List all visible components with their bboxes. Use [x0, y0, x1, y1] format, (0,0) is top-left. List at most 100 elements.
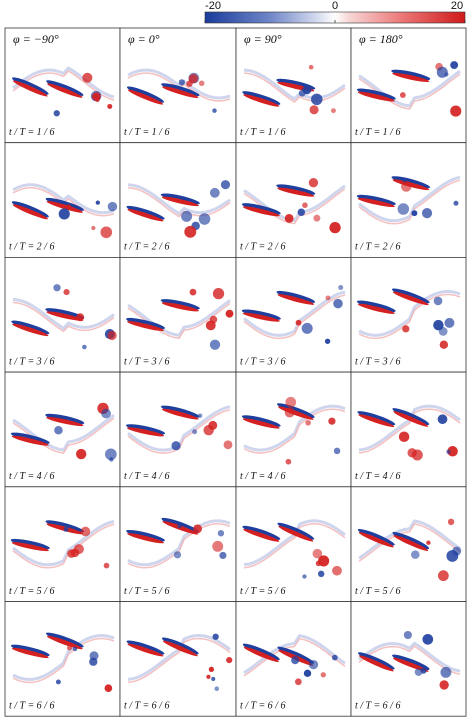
vortex: [333, 298, 343, 309]
plate-lower: [162, 86, 199, 99]
vortex: [217, 530, 225, 537]
vortex: [328, 417, 336, 425]
vortex: [91, 225, 96, 231]
vortex: [173, 551, 182, 559]
wake: [12, 637, 115, 684]
vortex: [223, 440, 233, 450]
plate-lower: [46, 201, 84, 213]
plate-upper: [46, 80, 84, 96]
vortex: [309, 105, 319, 115]
vortex: [452, 546, 462, 556]
wake: [12, 519, 115, 567]
vortex: [100, 226, 113, 239]
vortex: [92, 92, 101, 101]
vortex: [208, 420, 218, 430]
vortex: [70, 548, 80, 558]
plate-lower: [393, 411, 429, 427]
plate-lower: [392, 291, 429, 306]
plate-upper: [241, 309, 281, 320]
vortex: [171, 441, 181, 451]
vortex: [105, 448, 117, 461]
wake: [127, 299, 231, 337]
wake: [243, 523, 346, 569]
panel-label: t / T = 5 / 6: [240, 586, 285, 597]
colorbar-tick-label: 20: [451, 0, 463, 12]
panel-label: t / T = 6 / 6: [124, 700, 169, 711]
plate-lower: [11, 542, 49, 552]
vortex: [329, 221, 341, 234]
plate-lower: [392, 72, 430, 82]
plate-upper: [126, 205, 165, 220]
plate-upper: [160, 299, 200, 310]
flow-field: [11, 284, 117, 350]
panel-label: t / T = 5 / 6: [124, 586, 169, 597]
vortex: [219, 551, 227, 560]
flow-field: [126, 180, 231, 238]
vortex: [193, 524, 202, 534]
plate-upper: [391, 176, 431, 189]
flow-field: [11, 66, 115, 117]
wake: [12, 634, 115, 682]
plate-lower: [243, 94, 280, 107]
panel-label: t / T = 1 / 6: [355, 127, 400, 138]
vortex: [320, 672, 326, 678]
panel-label: t / T = 5 / 6: [9, 586, 54, 597]
vortex: [285, 458, 292, 465]
vortex: [198, 213, 211, 225]
vortex: [324, 338, 331, 344]
plate-upper: [276, 403, 315, 418]
vortex: [311, 93, 323, 106]
vortex: [198, 80, 205, 87]
plate-upper: [11, 77, 49, 95]
vortex: [284, 407, 295, 418]
vortex: [332, 565, 342, 576]
vortex: [297, 208, 306, 216]
plate-lower: [357, 303, 395, 314]
wake: [12, 301, 115, 333]
wake: [127, 183, 231, 216]
wake: [243, 634, 346, 675]
vortex: [214, 686, 220, 692]
plate-upper: [277, 646, 315, 664]
column-header: φ = 180°: [359, 32, 403, 46]
plate-lower: [46, 635, 83, 650]
panel-label: t / T = 4 / 6: [9, 471, 54, 482]
panel-label: t / T = 1 / 6: [124, 127, 169, 138]
vortex: [192, 429, 198, 435]
plate-upper: [241, 203, 281, 215]
vortex: [189, 288, 197, 296]
vortex: [95, 200, 100, 205]
panel-label: t / T = 2 / 6: [124, 242, 169, 253]
vortex: [82, 72, 93, 83]
panel-label: t / T = 1 / 6: [9, 127, 54, 138]
vortex: [63, 526, 69, 532]
plate-upper: [357, 652, 395, 670]
plate-upper: [45, 197, 84, 211]
vortex: [437, 414, 448, 425]
vortex: [308, 178, 319, 188]
plate-lower: [127, 533, 164, 544]
vortex: [226, 656, 233, 664]
vortex: [338, 284, 344, 291]
plate-lower: [358, 655, 394, 672]
plate-lower: [357, 197, 395, 208]
vortex: [107, 201, 118, 212]
wake: [243, 637, 346, 677]
colorbar-tick-label: -20: [205, 0, 221, 12]
vortex: [315, 560, 322, 567]
vortex: [181, 210, 193, 222]
vortex: [433, 319, 444, 331]
plate-lower: [243, 528, 280, 542]
vortex: [303, 669, 312, 678]
panel-label: t / T = 5 / 6: [355, 586, 400, 597]
plate-upper: [45, 520, 85, 533]
vortex: [188, 73, 199, 84]
plate-upper: [45, 632, 84, 648]
plate-lower: [127, 321, 164, 331]
wake: [12, 523, 115, 569]
flow-field: [10, 519, 115, 569]
flow-field: [357, 630, 461, 690]
vortex: [444, 317, 455, 328]
wake: [358, 519, 461, 560]
vortex: [312, 548, 323, 559]
